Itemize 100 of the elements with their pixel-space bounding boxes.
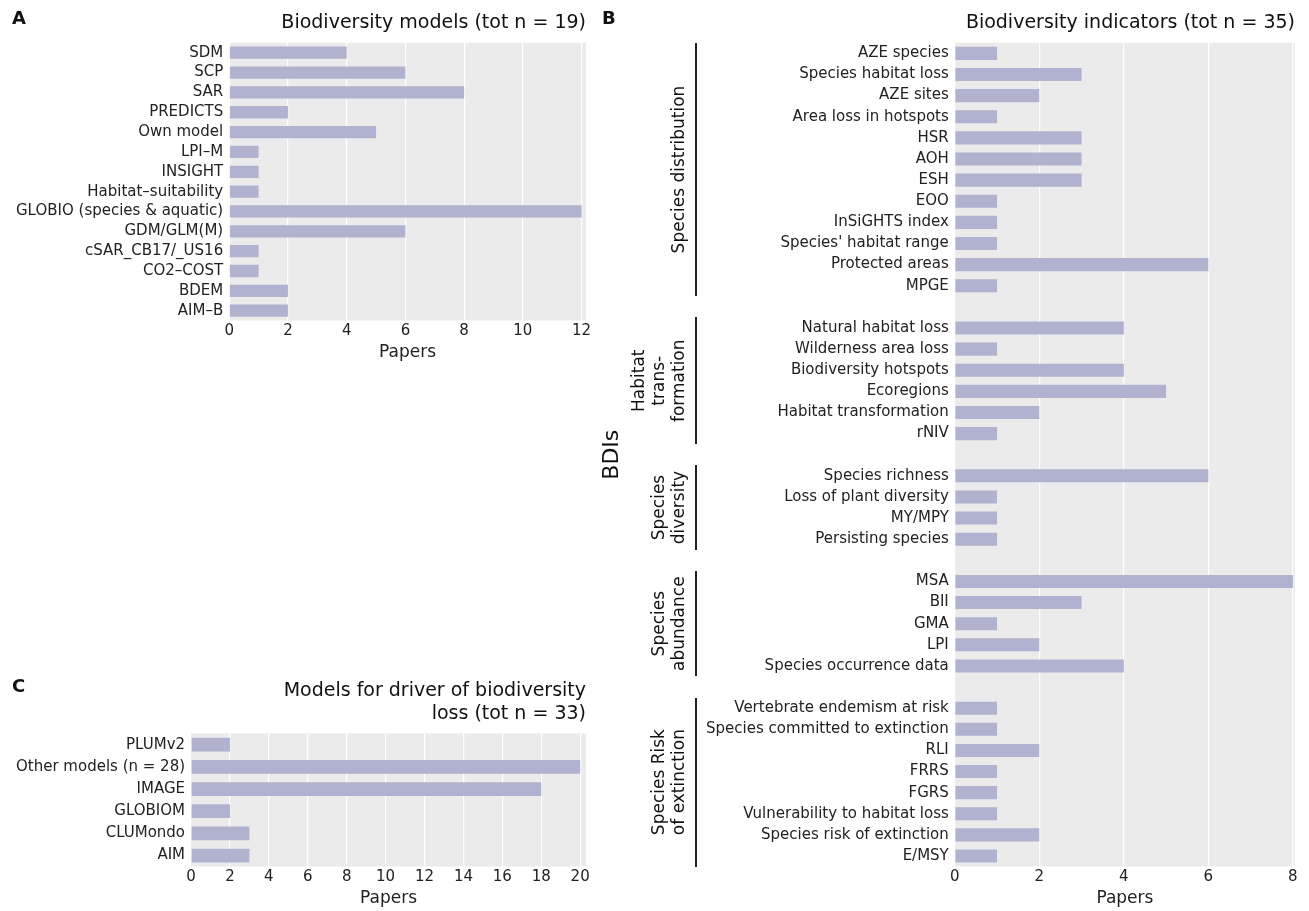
bar [955, 701, 998, 715]
bar [955, 258, 1209, 272]
y-tick-label: AIM [157, 845, 186, 864]
bar [955, 722, 998, 736]
text: B [602, 6, 616, 28]
y-tick-label: SCP [194, 62, 224, 81]
y-tick-label: CO2–COST [142, 260, 225, 279]
y-tick-label: EOO [915, 191, 949, 210]
y-tick-label: Vulnerability to habitat loss [743, 803, 949, 822]
x-tick-label: 8 [459, 321, 469, 340]
chart-title: Biodiversity indicators (tot n = 35) [965, 10, 1295, 33]
bar [955, 490, 998, 504]
text: Species diversity [647, 470, 688, 545]
y-tick-label: IMAGE [136, 778, 186, 797]
x-tick-label: 18 [531, 867, 551, 886]
x-tick-label: 6 [400, 321, 411, 340]
text: Species Risk of extinction [647, 728, 688, 836]
y-tick-label: RLI [925, 740, 949, 759]
x-tick-label: 4 [1119, 867, 1129, 886]
x-axis-title: Papers [360, 887, 418, 908]
bar [955, 173, 1082, 187]
bar [955, 469, 1209, 483]
bar [955, 405, 1040, 419]
bar [955, 511, 998, 525]
y-tick-label: Wilderness area loss [794, 338, 949, 357]
bar [229, 86, 465, 99]
bar [191, 804, 230, 819]
bar [955, 532, 998, 546]
y-tick-label: Species habitat loss [799, 64, 949, 83]
bar [955, 596, 1082, 610]
y-tick-label: CLUMondo [105, 823, 186, 842]
y-tick-label: LPI [926, 634, 949, 653]
y-tick-label: HSR [917, 127, 949, 146]
bar [955, 215, 998, 229]
y-tick-label: BDEM [178, 280, 224, 299]
x-tick-label: 4 [341, 321, 352, 340]
bar [955, 363, 1124, 377]
bar [955, 659, 1124, 673]
bar [229, 46, 347, 59]
bar [955, 427, 998, 441]
bar [955, 743, 1040, 757]
x-tick-label: 0 [950, 867, 960, 886]
y-tick-label: Species richness [823, 465, 949, 484]
y-axis-title: BDIs [597, 429, 623, 480]
x-tick-label: 0 [224, 321, 234, 340]
bar [191, 759, 581, 774]
x-tick-label: 10 [513, 321, 533, 340]
text: Habitat trans- formation [627, 339, 688, 423]
bar [955, 807, 998, 821]
bar [955, 279, 998, 293]
y-tick-label: PREDICTS [149, 102, 224, 121]
y-tick-label: Ecoregions [866, 381, 949, 400]
y-tick-label: Loss of plant diversity [784, 486, 949, 505]
y-tick-label: Area loss in hotspots [792, 106, 949, 125]
y-tick-label: Biodiversity hotspots [790, 360, 949, 379]
bar [955, 638, 1040, 652]
y-tick-label: FGRS [908, 782, 949, 801]
bar [229, 264, 259, 278]
bar [229, 165, 259, 178]
y-tick-label: PLUMv2 [126, 734, 186, 753]
y-tick-label: Species occurrence data [764, 655, 949, 674]
y-tick-label: Persisting species [815, 529, 949, 548]
bar [229, 145, 259, 159]
x-tick-label: 16 [492, 867, 512, 886]
bar [229, 106, 288, 119]
bar [191, 848, 250, 863]
y-tick-label: INSIGHT [161, 161, 225, 180]
x-tick-label: 12 [572, 321, 592, 340]
y-tick-label: MPGE [905, 275, 949, 294]
y-tick-label: Own model [138, 121, 224, 140]
x-tick-label: 2 [283, 321, 293, 340]
bar [191, 826, 250, 841]
y-tick-label: E/MSY [902, 845, 950, 864]
y-tick-label: AZE species [857, 43, 949, 62]
bar [955, 574, 1293, 588]
x-axis-title: Papers [379, 341, 437, 362]
bar [955, 89, 1040, 103]
y-tick-label: Species risk of extinction [761, 824, 949, 843]
bar [955, 786, 998, 800]
bar [191, 737, 230, 752]
x-tick-label: 6 [303, 867, 313, 886]
y-tick-label: BII [929, 592, 949, 611]
x-tick-label: 20 [570, 867, 590, 886]
bar [229, 245, 259, 258]
x-tick-label: 2 [1034, 867, 1045, 886]
bar [955, 321, 1124, 335]
y-tick-label: MSA [915, 571, 950, 590]
y-tick-label: rNIV [916, 423, 950, 442]
y-tick-label: AOH [915, 148, 949, 167]
y-tick-label: AZE sites [879, 85, 949, 104]
text: Species distribution [667, 85, 688, 254]
y-tick-label: FRRS [909, 761, 949, 780]
y-tick-label: Habitat transformation [777, 402, 949, 421]
x-tick-label: 8 [341, 867, 352, 886]
bar [229, 225, 406, 238]
bar [955, 194, 998, 208]
y-tick-label: AIM–B [177, 300, 224, 319]
y-tick-label: ESH [918, 169, 949, 188]
bar [955, 617, 998, 631]
x-tick-label: 0 [186, 867, 196, 886]
